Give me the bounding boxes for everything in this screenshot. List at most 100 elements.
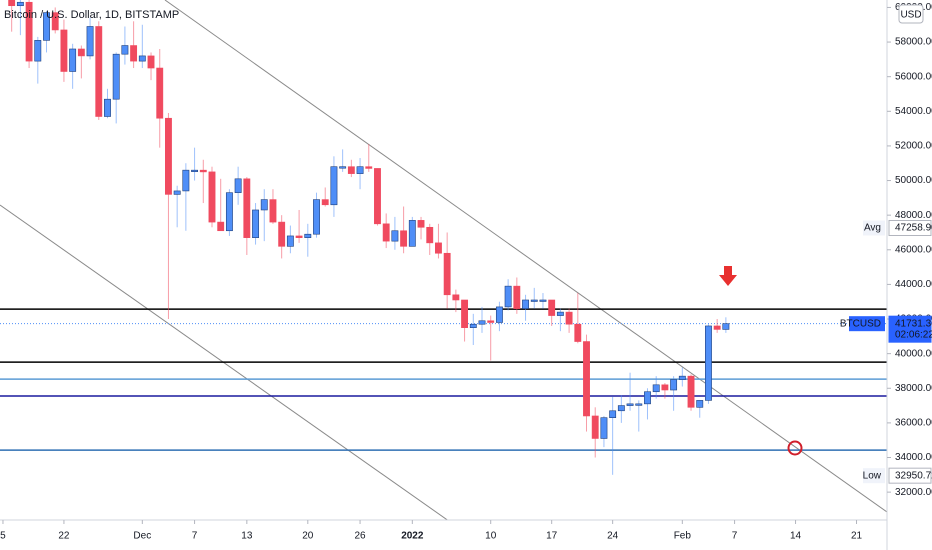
y-tick-label: 38000.00 — [895, 383, 932, 394]
y-tick-label: 48000.00 — [895, 210, 932, 221]
trendline — [0, 204, 449, 520]
candle-body — [609, 410, 617, 418]
candle-body — [452, 294, 460, 301]
price-label: 32950.72 — [895, 470, 932, 481]
levels — [0, 308, 887, 451]
y-tick-label: 32000.00 — [895, 487, 932, 498]
candle-body — [51, 12, 59, 31]
label-name: BTCUSD — [840, 318, 881, 329]
y-tick-label: 54000.00 — [895, 106, 932, 117]
candle-body — [678, 375, 686, 380]
candle-body — [104, 98, 111, 117]
label-name-box — [863, 468, 885, 484]
candle-body — [382, 223, 390, 242]
candle-body — [138, 55, 146, 62]
candle-body — [217, 221, 225, 232]
candle-body — [374, 168, 381, 225]
candle-body — [347, 166, 355, 174]
x-tick-label: 24 — [607, 531, 619, 542]
candle-body — [644, 391, 651, 405]
label-name: Avg — [864, 223, 881, 234]
candle-body — [461, 299, 469, 328]
candle-body — [304, 233, 312, 238]
candle-body — [339, 166, 347, 169]
price-label-box — [888, 467, 932, 484]
y-tick-label: 36000.00 — [895, 418, 932, 429]
price-label: 47258.90 — [895, 223, 932, 234]
x-tick-label: 17 — [546, 531, 558, 542]
candle-body — [130, 45, 138, 62]
x-tick-label: 22 — [58, 531, 70, 542]
y-tick-label: 40000.00 — [895, 348, 932, 359]
countdown: 02:06:22 — [895, 329, 932, 340]
x-tick-label: 7 — [732, 531, 738, 542]
candle-body — [513, 285, 521, 309]
candle-body — [313, 199, 320, 235]
candle-body — [321, 199, 329, 206]
candle-body — [635, 403, 643, 406]
candle-body — [539, 299, 547, 302]
candle-body — [417, 220, 425, 228]
candle-body — [530, 299, 538, 302]
candle-body — [400, 230, 408, 247]
label-name-box — [863, 220, 885, 236]
candle-body — [504, 285, 512, 308]
candle-body — [391, 230, 399, 242]
candle-body — [25, 1, 33, 62]
candle-body — [435, 242, 442, 254]
y-tick-label: 52000.00 — [895, 141, 932, 152]
candle-body — [356, 166, 364, 174]
x-tick-label: 21 — [851, 531, 863, 542]
candle-body — [191, 169, 199, 172]
candle-body — [687, 375, 695, 408]
candle-body — [208, 171, 216, 223]
currency[interactable]: USD — [900, 10, 921, 21]
candle-body — [8, 0, 16, 7]
y-tick-label: 50000.00 — [895, 175, 932, 186]
candle-body — [269, 199, 277, 223]
y-tick-label: 58000.00 — [895, 37, 932, 48]
y-tick-label: 56000.00 — [895, 71, 932, 82]
candle-body — [121, 45, 129, 55]
candle-body — [243, 178, 251, 238]
candle-body — [225, 192, 233, 232]
candle-body — [583, 341, 590, 417]
candle-body — [591, 415, 599, 439]
candle-body — [69, 48, 77, 72]
candles — [8, 0, 730, 475]
candle-body — [260, 199, 268, 211]
candle-body — [495, 306, 503, 323]
label-name-box — [849, 316, 885, 332]
candle-body — [330, 166, 338, 206]
candle-body — [43, 12, 50, 41]
candle-body — [199, 169, 207, 173]
candle-body — [556, 311, 564, 316]
trendlines — [0, 0, 887, 520]
candle-body — [77, 48, 85, 57]
candle-body — [86, 26, 94, 57]
candle-body — [95, 26, 103, 117]
x-tick-label: 13 — [241, 531, 253, 542]
candle-body — [443, 252, 451, 296]
candle-body — [408, 220, 416, 247]
currency-box[interactable] — [898, 4, 924, 24]
candle-body — [713, 325, 721, 330]
candle-body — [234, 178, 242, 193]
x-tick-label: 10 — [485, 531, 497, 542]
annotations — [719, 266, 803, 456]
candle-body — [705, 325, 712, 401]
y-tick-label: 46000.00 — [895, 244, 932, 255]
x-tick-label: 26 — [354, 531, 366, 542]
y-tick-label: 34000.00 — [895, 452, 932, 463]
candle-body — [426, 226, 434, 244]
candle-body — [478, 320, 486, 325]
candle-body — [487, 320, 495, 323]
candle-body — [365, 166, 373, 169]
x-tick-label: 5 — [0, 531, 6, 542]
candle-body — [60, 29, 68, 72]
candle-body — [600, 417, 608, 439]
x-tick-label: 20 — [302, 531, 314, 542]
candle-body — [165, 117, 172, 195]
